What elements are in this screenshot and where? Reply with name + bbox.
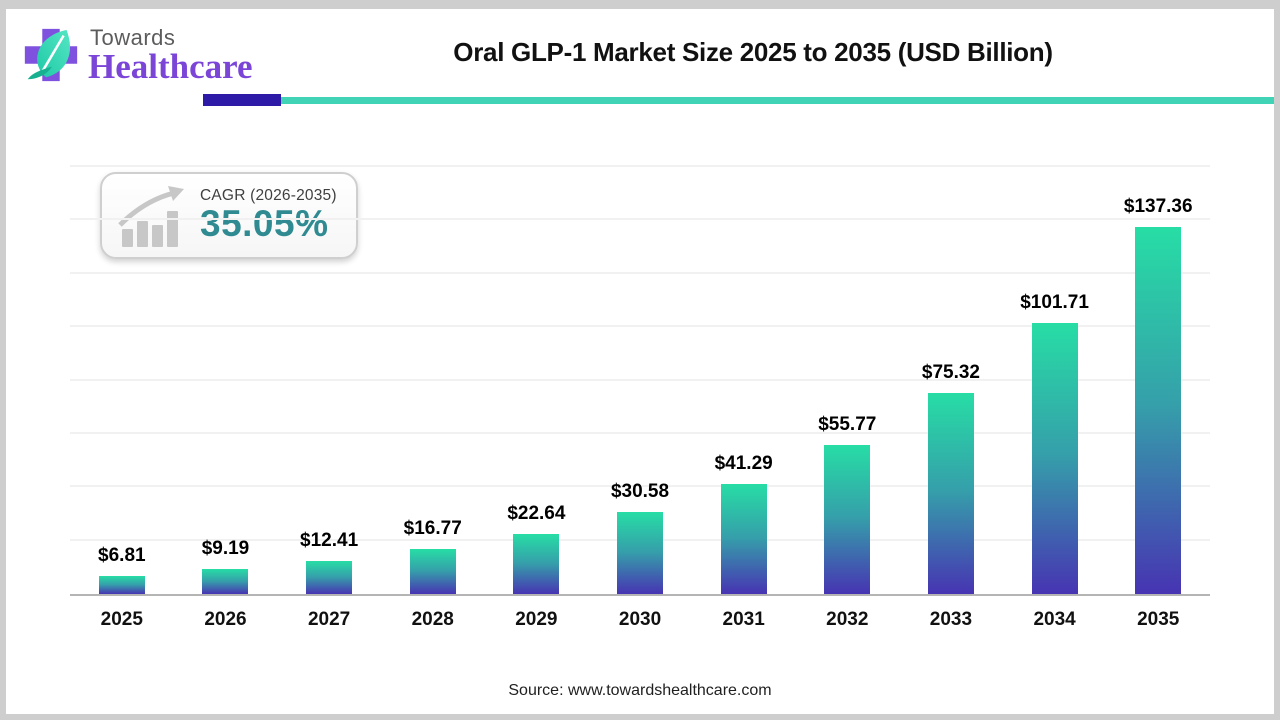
bar-column-2026: $9.19 — [174, 538, 278, 594]
bar — [617, 512, 664, 594]
bar-column-2035: $137.36 — [1106, 196, 1210, 594]
bar-column-2027: $12.41 — [277, 530, 381, 594]
bar-value-label: $16.77 — [403, 518, 462, 540]
x-axis-label: 2030 — [618, 609, 662, 630]
bar-value-label: $101.71 — [1020, 291, 1089, 313]
logo-healthcare-text: Healthcare — [88, 47, 253, 86]
gridline — [70, 271, 1210, 274]
bar — [1031, 322, 1078, 594]
bar-value-label: $22.64 — [507, 502, 566, 524]
bar-value-label: $30.58 — [610, 481, 670, 503]
bar — [98, 575, 145, 594]
gridline — [70, 165, 1210, 167]
bar — [409, 549, 456, 594]
x-axis-label: 2035 — [1137, 609, 1180, 630]
gridline — [70, 485, 1210, 488]
bar — [927, 393, 974, 594]
bar-column-2033: $75.32 — [899, 362, 1003, 594]
bar — [306, 560, 353, 594]
bar — [202, 569, 249, 594]
bar — [824, 445, 871, 594]
gridline — [70, 325, 1210, 328]
x-axis-label: 2032 — [826, 609, 869, 630]
bar-value-label: $137.36 — [1123, 196, 1193, 218]
x-axis-label: 2031 — [722, 609, 765, 630]
x-axis-label: 2033 — [929, 609, 973, 630]
bar — [1135, 227, 1182, 594]
gridline — [70, 218, 1210, 221]
page-title: Oral GLP-1 Market Size 2025 to 2035 (USD… — [453, 37, 1053, 67]
medical-cross-leaf-icon — [24, 28, 78, 82]
bar-column-2032: $55.77 — [795, 414, 899, 594]
cagr-value: 35.05% — [200, 203, 329, 245]
plot-area: $6.81 $9.19 $12.41 $16.77 $22.64 $30.58 $41.29… — [70, 159, 1210, 596]
x-axis-label: 2034 — [1033, 609, 1076, 630]
bar-value-label: $9.19 — [201, 538, 250, 560]
bar-column-2029: $22.64 — [485, 503, 589, 594]
bar-column-2025: $6.81 — [70, 545, 174, 594]
bar — [513, 533, 560, 594]
bar-chart: $6.81 $9.19 $12.41 $16.77 $22.64 $30.58 $41.29… — [70, 159, 1210, 631]
bar-value-label: $12.41 — [300, 529, 359, 551]
title-underline-purple-segment — [203, 94, 281, 106]
x-axis-label: 2025 — [100, 609, 143, 630]
title-underline-teal-segment — [281, 97, 1274, 104]
cagr-label: CAGR (2026-2035) — [200, 187, 337, 205]
x-axis-label: 2027 — [307, 609, 351, 630]
logo-wordmark: Towards Healthcare — [88, 25, 253, 86]
bar-value-label: $6.81 — [98, 544, 146, 566]
bar-value-label: $55.77 — [818, 414, 877, 436]
bar-value-label: $41.29 — [714, 452, 773, 474]
cagr-texts: CAGR (2026-2035) 35.05% — [200, 187, 337, 244]
source-text: Source: www.towardshealthcare.com — [508, 682, 772, 699]
gridline — [70, 378, 1210, 381]
bar-column-2028: $16.77 — [381, 518, 485, 594]
x-axis-label: 2029 — [515, 609, 558, 630]
towards-healthcare-logo: Towards Healthcare — [20, 23, 253, 87]
bar-column-2031: $41.29 — [692, 453, 796, 594]
bar — [720, 483, 767, 594]
x-axis-label: 2026 — [204, 609, 247, 630]
bar-column-2034: $101.71 — [1003, 292, 1107, 594]
logo-towards-text: Towards — [90, 25, 176, 50]
x-axis-labels: 2025 2026 2027 2028 2029 2030 2031 2032 2033 2034… — [70, 609, 1210, 631]
gridline — [70, 431, 1210, 434]
infographic-card: Towards Healthcare Oral GLP-1 Market Siz… — [6, 9, 1274, 714]
x-axis-label: 2028 — [411, 609, 454, 630]
bar-column-2030: $30.58 — [588, 481, 692, 594]
bar-value-label: $75.32 — [921, 362, 980, 383]
bars-row: $6.81 $9.19 $12.41 $16.77 $22.64 $30.58 $41.29… — [70, 159, 1210, 594]
